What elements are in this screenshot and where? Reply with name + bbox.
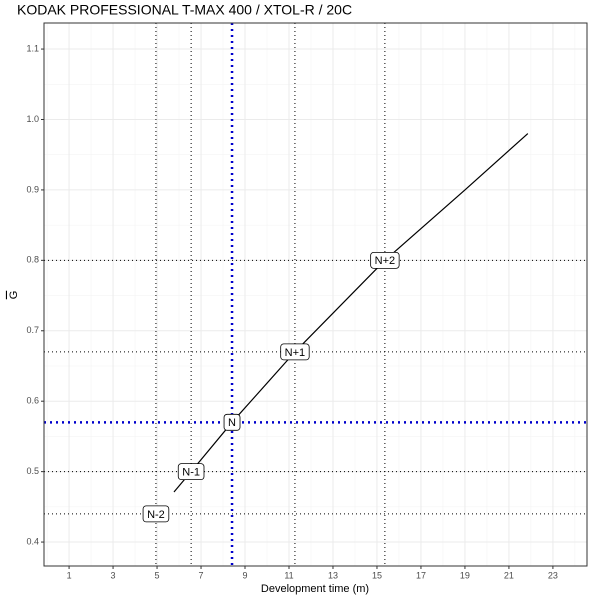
chart-title: KODAK PROFESSIONAL T-MAX 400 / XTOL-R / … xyxy=(17,2,352,18)
y-tick-label: 0.7 xyxy=(26,325,39,335)
x-tick-label: 19 xyxy=(460,570,470,580)
level-label: N+1 xyxy=(285,347,306,359)
level-label: N-2 xyxy=(147,509,165,521)
level-label-box xyxy=(280,343,310,361)
x-tick-label: 23 xyxy=(548,570,558,580)
y-tick-label: 0.9 xyxy=(26,184,39,194)
y-tick-label: 0.8 xyxy=(26,255,39,265)
x-tick-label: 1 xyxy=(67,570,72,580)
line xyxy=(173,133,529,493)
y-tick-label: 1.0 xyxy=(26,114,39,124)
x-tick-label: 21 xyxy=(504,570,514,580)
y-tick-label: 0.5 xyxy=(26,466,39,476)
level-label-box xyxy=(223,413,241,431)
y-axis-label: G xyxy=(8,291,20,300)
x-tick-label: 13 xyxy=(328,570,338,580)
level-label: N+2 xyxy=(375,255,396,267)
panel-border xyxy=(43,22,588,567)
x-tick-label: 3 xyxy=(111,570,116,580)
level-label-box xyxy=(142,505,170,523)
level-label: N xyxy=(228,417,236,429)
x-axis-label: Development time (m) xyxy=(261,583,369,595)
x-tick-label: 7 xyxy=(199,570,204,580)
y-tick-label: 1.1 xyxy=(26,43,39,53)
y-tick-label: 0.6 xyxy=(26,396,39,406)
level-label-box xyxy=(177,463,205,481)
level-label: N-1 xyxy=(182,467,200,479)
x-tick-label: 15 xyxy=(372,570,382,580)
x-tick-label: 5 xyxy=(155,570,160,580)
y-tick-label: 0.4 xyxy=(26,536,39,546)
x-tick-label: 11 xyxy=(284,570,293,580)
level-label-box xyxy=(370,251,400,269)
x-tick-label: 17 xyxy=(416,570,426,580)
x-tick-label: 9 xyxy=(243,570,248,580)
